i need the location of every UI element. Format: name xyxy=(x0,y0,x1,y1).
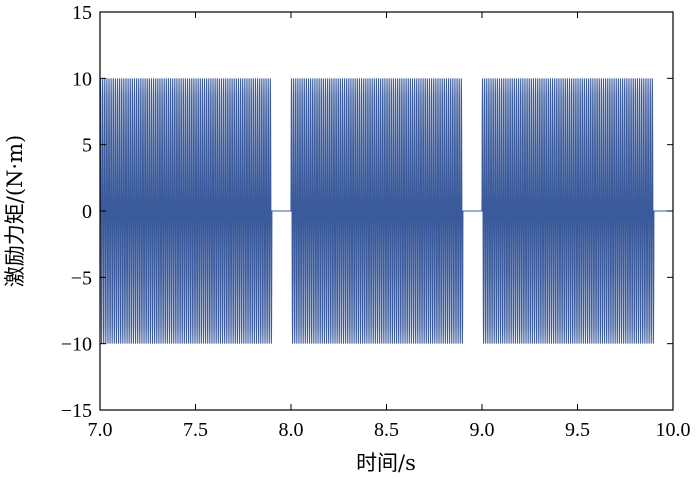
y-axis-title: 激励力矩/(N·m) xyxy=(3,135,27,287)
x-tick-label: 7.5 xyxy=(183,419,208,441)
x-tick-label: 10.0 xyxy=(656,419,691,441)
x-tick-label: 7.0 xyxy=(88,419,113,441)
x-tick-labels: 7.0 7.5 8.0 8.5 9.0 9.5 10.0 xyxy=(88,419,691,441)
y-tick-label: −15 xyxy=(61,400,92,422)
y-tick-label: −10 xyxy=(61,334,92,356)
y-tick-label: 10 xyxy=(72,68,92,90)
y-tick-label: 15 xyxy=(72,2,92,24)
y-tick-label: 5 xyxy=(82,135,92,157)
x-axis-title: 时间/s xyxy=(356,451,416,475)
y-tick-labels: −15 −10 −5 0 5 10 15 xyxy=(61,2,92,422)
x-tick-label: 9.5 xyxy=(565,419,590,441)
signal-line xyxy=(99,78,673,344)
y-tick-label: −5 xyxy=(71,267,92,289)
y-tick-label: 0 xyxy=(82,201,92,223)
x-tick-label: 8.5 xyxy=(374,419,399,441)
axis-ticks xyxy=(99,11,674,411)
signal-series xyxy=(99,78,673,344)
x-tick-label: 9.0 xyxy=(470,419,495,441)
x-tick-label: 8.0 xyxy=(279,419,304,441)
